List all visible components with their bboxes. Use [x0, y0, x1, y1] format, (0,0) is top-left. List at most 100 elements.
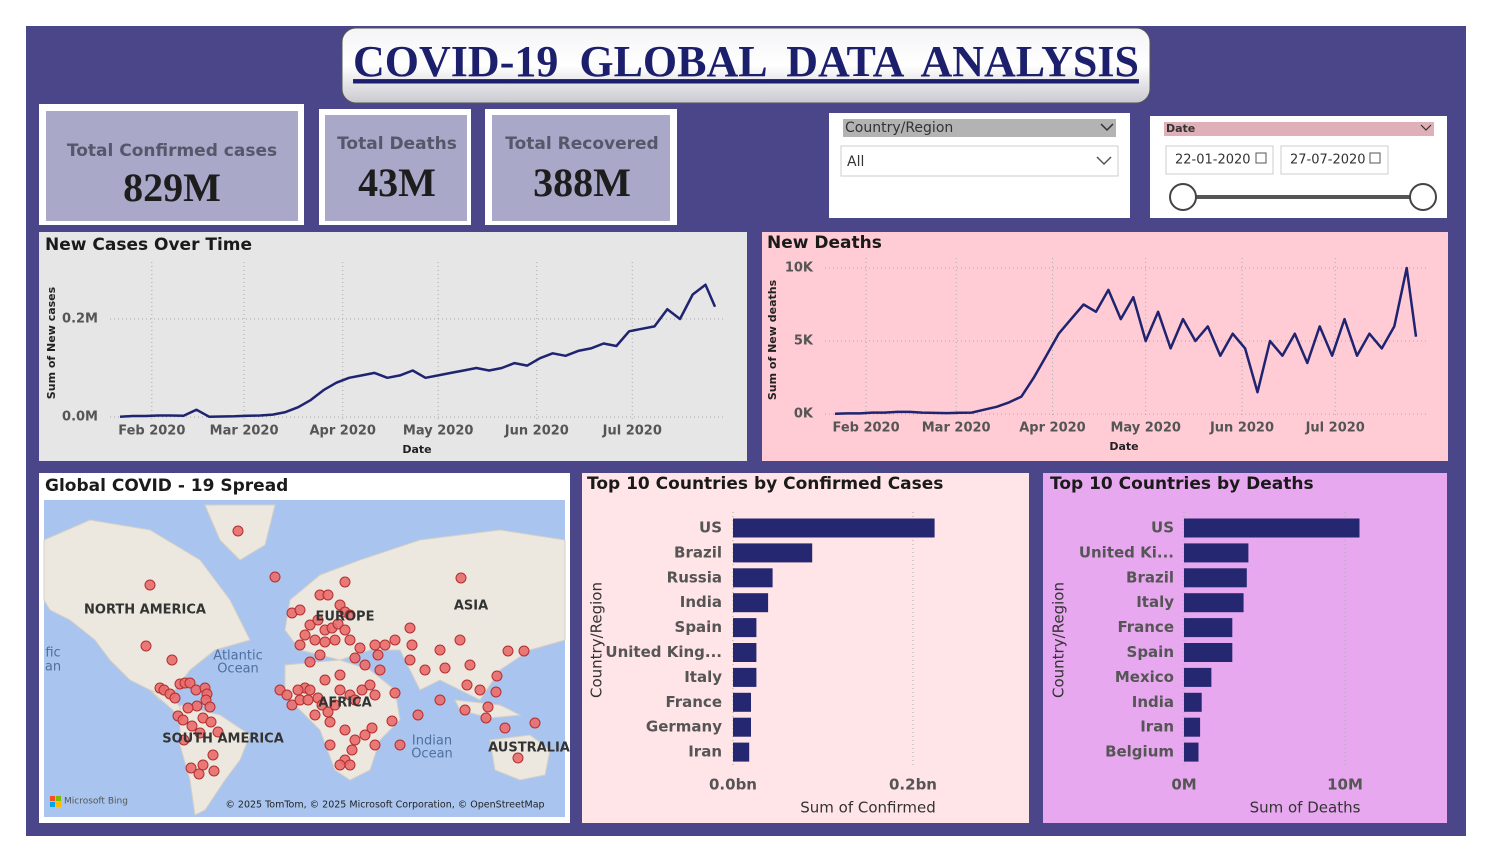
case-marker: [406, 639, 418, 651]
case-marker: [369, 639, 381, 651]
bar: [733, 518, 935, 538]
bar: [1184, 667, 1212, 687]
case-marker: [434, 644, 446, 656]
bar: [733, 717, 751, 737]
kpi-value: 43M: [358, 160, 436, 205]
x-axis-label: Date: [1109, 440, 1138, 453]
case-marker: [329, 699, 341, 711]
map-label: Ocean: [217, 662, 259, 677]
case-marker: [359, 659, 371, 671]
case-marker: [359, 729, 371, 741]
case-marker: [404, 622, 416, 634]
case-marker: [349, 652, 361, 664]
case-marker: [439, 662, 451, 674]
slider-handle[interactable]: [1409, 183, 1437, 211]
bar: [1184, 568, 1247, 588]
logo-square: [56, 796, 61, 801]
case-marker: [369, 689, 381, 701]
case-marker: [344, 609, 356, 621]
case-marker: [339, 624, 351, 636]
case-marker: [322, 589, 334, 601]
x-tick-label: Feb 2020: [118, 424, 185, 439]
case-marker: [404, 654, 416, 666]
x-tick-label: Jun 2020: [1209, 421, 1274, 436]
category-label: Brazil: [674, 543, 722, 561]
category-label: United Ki...: [1079, 543, 1174, 561]
case-marker: [386, 715, 398, 727]
category-label: Iran: [1140, 718, 1174, 736]
case-marker: [182, 702, 194, 714]
case-marker: [419, 664, 431, 676]
case-marker: [499, 722, 511, 734]
dropdown-value: All: [847, 154, 864, 170]
chart-title: New Deaths: [767, 233, 882, 253]
case-marker: [194, 727, 206, 739]
x-tick-label: Apr 2020: [309, 424, 376, 439]
case-marker: [312, 614, 324, 626]
case-marker: [356, 684, 368, 696]
case-marker: [334, 759, 346, 771]
chevron: [1420, 124, 1432, 131]
case-marker: [304, 619, 316, 631]
kpi-card-inner: [325, 115, 467, 221]
category-label: India: [1132, 693, 1174, 711]
bar: [1184, 692, 1202, 712]
x-tick-label: Mar 2020: [210, 424, 279, 439]
case-marker: [364, 679, 376, 691]
case-marker: [319, 636, 331, 648]
chevron: [1096, 156, 1112, 166]
page-title: COVID-19 GLOBAL DATA ANALYSIS: [353, 37, 1139, 86]
start-date: 22-01-2020: [1175, 153, 1251, 168]
bar: [733, 593, 769, 613]
case-marker: [394, 739, 406, 751]
bar: [1184, 643, 1233, 662]
y-axis-label: Sum of New deaths: [766, 279, 779, 400]
case-marker: [412, 709, 424, 721]
case-marker: [208, 765, 220, 777]
y-tick-label: 0.0M: [62, 410, 98, 425]
case-marker: [191, 700, 203, 712]
category-label: Italy: [1136, 593, 1174, 611]
slicer-title: Country/Region: [845, 120, 953, 136]
map-label: NORTH AMERICA: [84, 603, 206, 618]
case-marker: [190, 684, 202, 696]
start-date-box[interactable]: [1165, 145, 1274, 175]
kpi-value: 388M: [533, 160, 631, 205]
country-dropdown[interactable]: [840, 145, 1119, 177]
chart-panel: [762, 232, 1448, 461]
map-label: Ocean: [411, 747, 453, 762]
x-axis-label: Date: [402, 443, 431, 456]
map-title: Global COVID - 19 Spread: [45, 476, 288, 496]
logo-square: [50, 802, 55, 807]
category-label: Belgium: [1105, 743, 1174, 761]
case-marker: [339, 724, 351, 736]
x-tick-label: Jul 2020: [1305, 421, 1365, 436]
case-marker: [324, 716, 336, 728]
title-box: [341, 27, 1151, 104]
chart-title: Top 10 Countries by Deaths: [1050, 474, 1314, 494]
kpi-card-inner: [492, 115, 670, 221]
case-marker: [461, 679, 473, 691]
logo-square: [56, 802, 61, 807]
case-marker: [366, 722, 378, 734]
case-marker: [529, 717, 541, 729]
case-marker: [344, 634, 356, 646]
kpi-label: Total Recovered: [505, 134, 658, 154]
x-axis-label: Sum of Confirmed: [800, 799, 936, 817]
case-marker: [490, 686, 502, 698]
chart-title: New Cases Over Time: [45, 235, 252, 255]
case-marker: [346, 744, 358, 756]
x-tick-label: Mar 2020: [922, 421, 991, 436]
slider-handle[interactable]: [1169, 183, 1197, 211]
case-marker: [334, 684, 346, 696]
category-label: France: [1117, 618, 1174, 636]
map-label: an: [45, 660, 61, 675]
case-marker: [169, 692, 181, 704]
case-marker: [304, 656, 316, 668]
case-marker: [332, 618, 344, 630]
x-tick-label: 0M: [1171, 776, 1196, 794]
case-marker: [324, 739, 336, 751]
case-marker: [281, 689, 293, 701]
map: Microsoft Bing © 2025 TomTom, © 2025 Mic…: [43, 500, 570, 817]
